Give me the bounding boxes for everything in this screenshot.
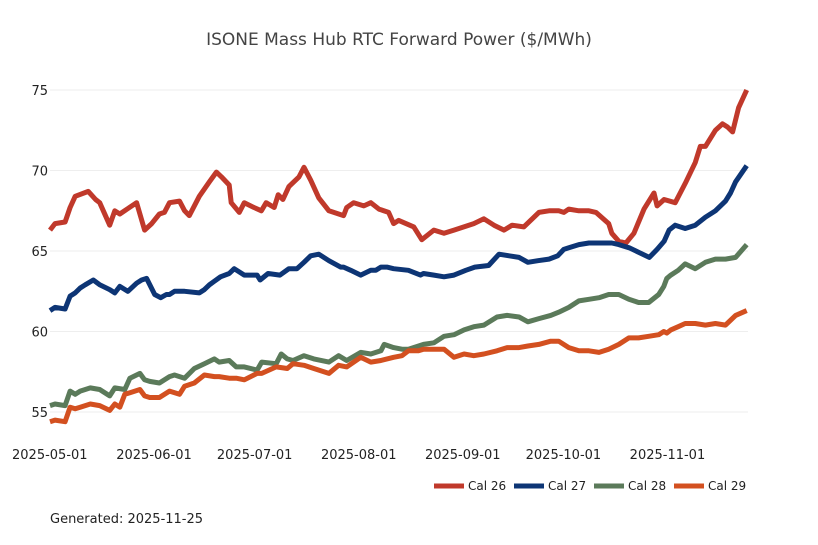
y-tick-label: 55 <box>31 406 48 421</box>
x-tick-label: 2025-09-01 <box>425 448 501 463</box>
legend-label: Cal 27 <box>548 479 586 493</box>
legend-item: Cal 29 <box>674 479 746 493</box>
y-axis-ticks: 55 60 65 70 75 <box>31 84 48 421</box>
generated-footer: Generated: 2025-11-25 <box>50 512 204 527</box>
legend-label: Cal 28 <box>628 479 666 493</box>
series-line-cal-26 <box>48 88 749 246</box>
legend-item: Cal 27 <box>514 479 586 493</box>
x-tick-label: 2025-10-01 <box>526 448 602 463</box>
legend-label: Cal 26 <box>468 479 506 493</box>
legend: Cal 26 Cal 27 Cal 28 Cal 29 <box>434 479 746 493</box>
series-line-cal-27 <box>48 164 749 313</box>
series-lines <box>48 88 749 425</box>
chart-title: ISONE Mass Hub RTC Forward Power ($/MWh) <box>206 30 592 50</box>
legend-item: Cal 26 <box>434 479 506 493</box>
legend-item: Cal 28 <box>594 479 666 493</box>
series-line-cal-29 <box>49 308 748 425</box>
x-tick-label: 2025-11-01 <box>630 448 706 463</box>
x-tick-label: 2025-08-01 <box>321 448 397 463</box>
y-tick-label: 70 <box>31 165 48 180</box>
y-tick-label: 75 <box>31 84 48 99</box>
y-tick-label: 65 <box>31 245 48 260</box>
x-tick-label: 2025-05-01 <box>12 448 88 463</box>
legend-label: Cal 29 <box>708 479 746 493</box>
gridlines <box>50 89 748 413</box>
series-line-cal-28 <box>49 242 749 409</box>
y-tick-label: 60 <box>31 326 48 341</box>
x-tick-label: 2025-07-01 <box>217 448 293 463</box>
x-tick-label: 2025-06-01 <box>116 448 192 463</box>
x-axis-ticks: 2025-05-01 2025-06-01 2025-07-01 2025-08-01… <box>12 448 705 463</box>
